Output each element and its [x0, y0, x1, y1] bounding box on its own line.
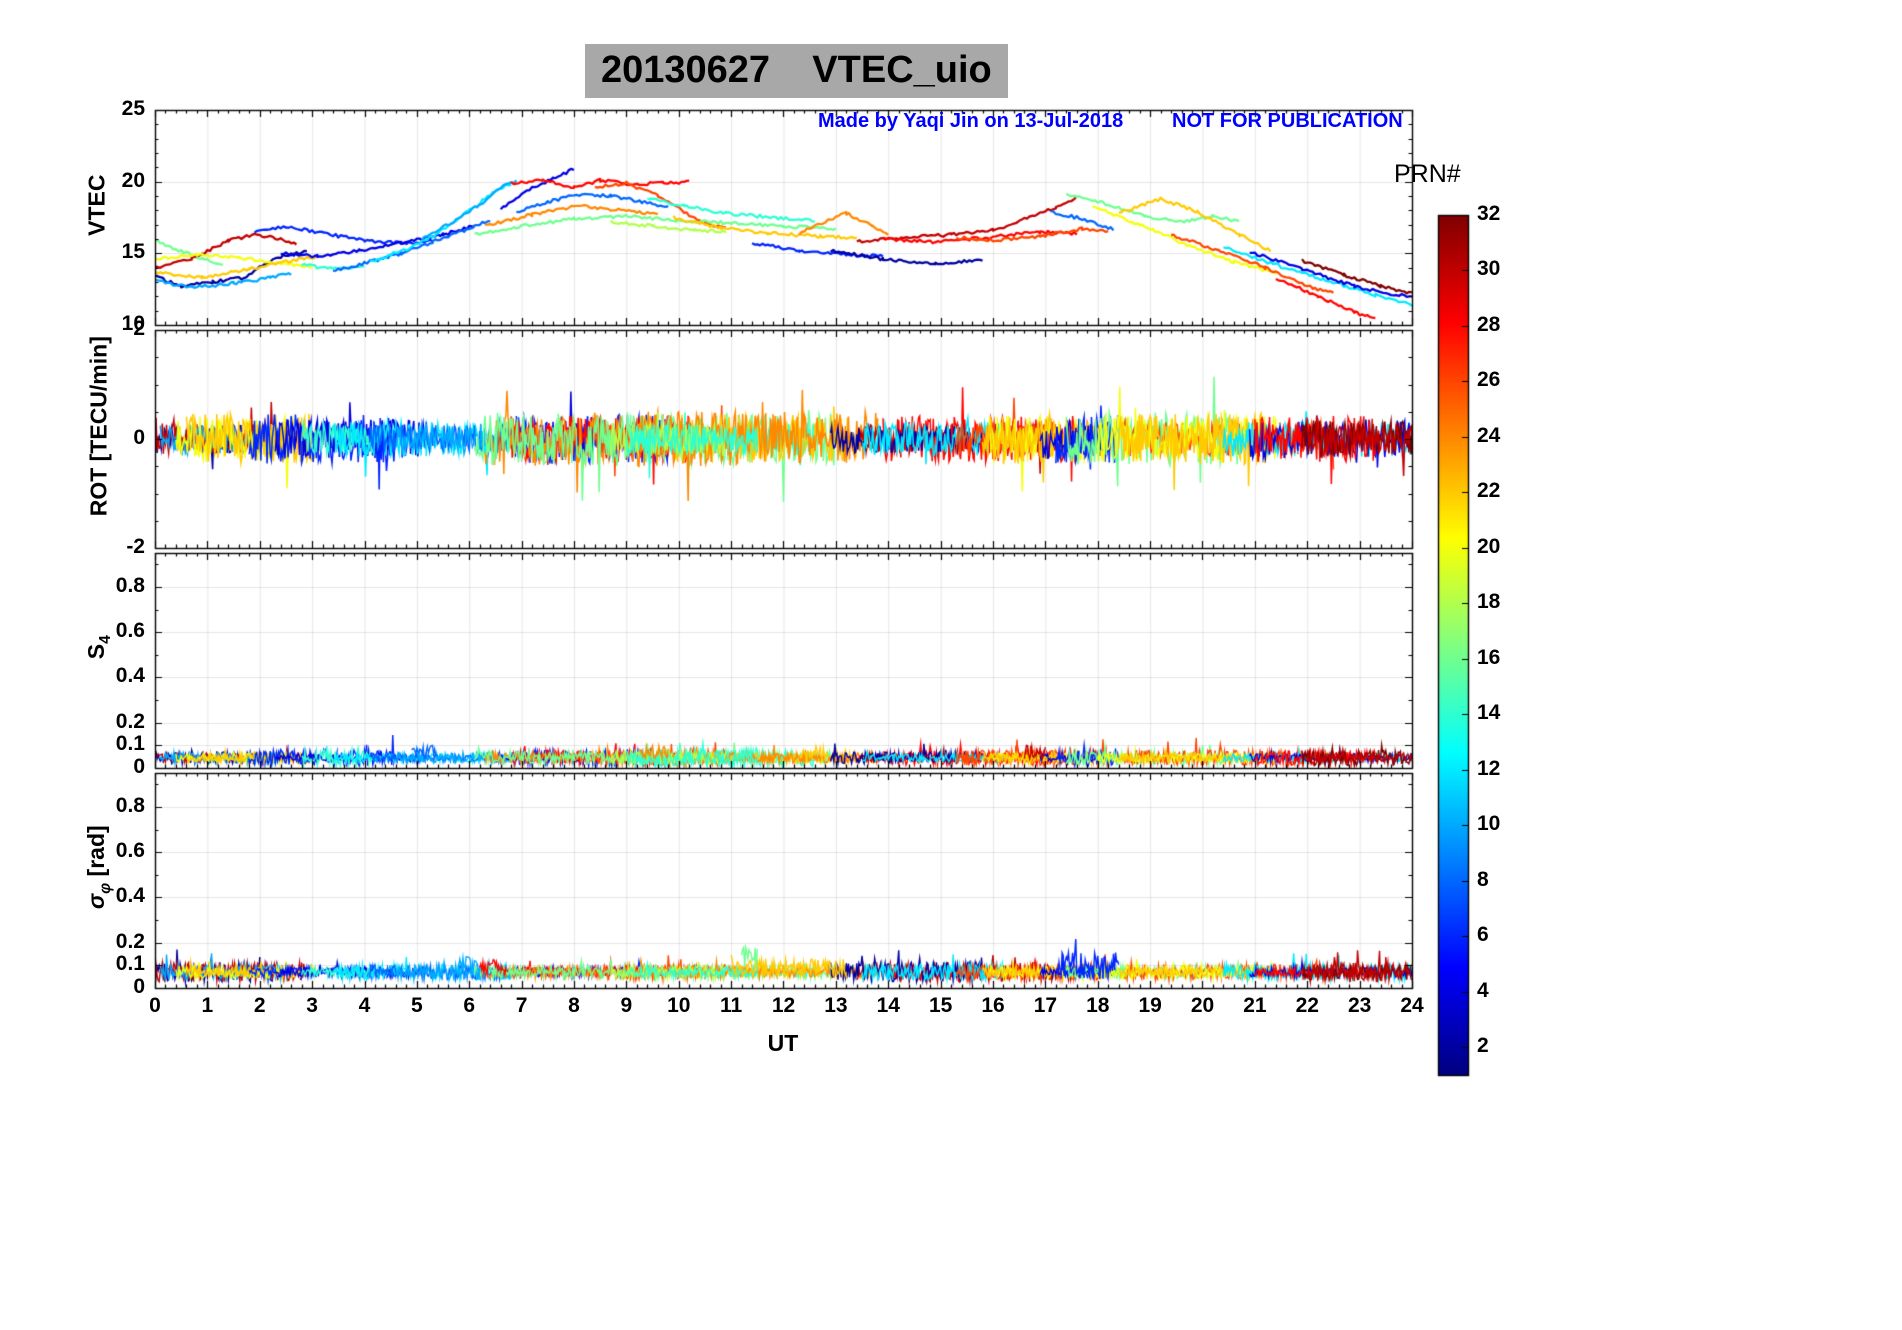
chart-title: 20130627 VTEC_uio [585, 44, 1008, 98]
y-axis-label-sigma-phi: σφ [rad] [56, 825, 142, 934]
s4-main: S [83, 643, 110, 660]
y-axis-label-vtec: VTEC [57, 175, 138, 262]
y-axis-label-rot-text: ROT [TECU/min] [85, 336, 112, 517]
y-axis-label-vtec-text: VTEC [83, 174, 110, 236]
publication-notice: NOT FOR PUBLICATION [1172, 110, 1403, 132]
credit-annotation: Made by Yaqi Jin on 13-Jul-2018 [818, 110, 1124, 132]
y-axis-label-rot: ROT [TECU/min] [59, 336, 140, 542]
sigma-main: σ [83, 893, 110, 910]
sigma-sub: φ [96, 882, 114, 894]
sigma-suffix: [rad] [83, 825, 110, 883]
colorbar-title: PRN# [1394, 160, 1461, 188]
y-axis-label-s4: S4 [56, 635, 142, 685]
x-axis-label: UT [767, 1030, 799, 1056]
s4-sub: 4 [96, 635, 114, 644]
